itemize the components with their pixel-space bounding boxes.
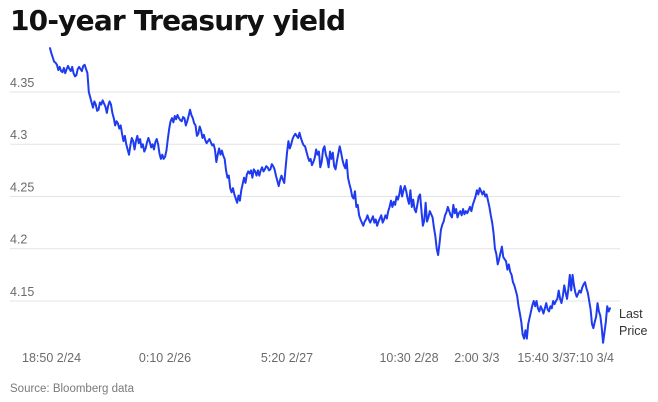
x-tick-label: 0:10 2/26: [139, 351, 191, 365]
x-tick-label: 7:10 3/4: [569, 351, 614, 365]
series-line-last-price: [49, 47, 611, 344]
x-tick-label: 5:20 2/27: [261, 351, 313, 365]
gridlines: [10, 91, 620, 302]
chart-title: 10-year Treasury yield: [10, 4, 346, 37]
source-note: Source: Bloomberg data: [10, 383, 135, 395]
y-tick-label: 4.3: [10, 128, 27, 142]
x-tick-label: 2:00 3/3: [454, 351, 499, 365]
y-tick-label: 4.35: [10, 76, 34, 90]
y-tick-label: 4.15: [10, 285, 34, 299]
y-axis-tick-labels: 4.15 4.2 4.25 4.3 4.35: [10, 76, 34, 299]
y-tick-label: 4.25: [10, 181, 34, 195]
x-tick-label: 18:50 2/24: [22, 351, 81, 365]
y-tick-label: 4.2: [10, 233, 27, 247]
legend-label-line-1: Last: [619, 307, 643, 321]
series-layer: [49, 47, 611, 344]
legend-label-line-2: Price: [619, 324, 648, 338]
series-legend: Last Price: [619, 307, 648, 338]
x-axis-tick-labels: 18:50 2/24 0:10 2/26 5:20 2/27 10:30 2/28 2:…: [22, 351, 614, 365]
x-tick-label: 15:40 3/3: [517, 351, 569, 365]
x-tick-label: 10:30 2/28: [379, 351, 438, 365]
